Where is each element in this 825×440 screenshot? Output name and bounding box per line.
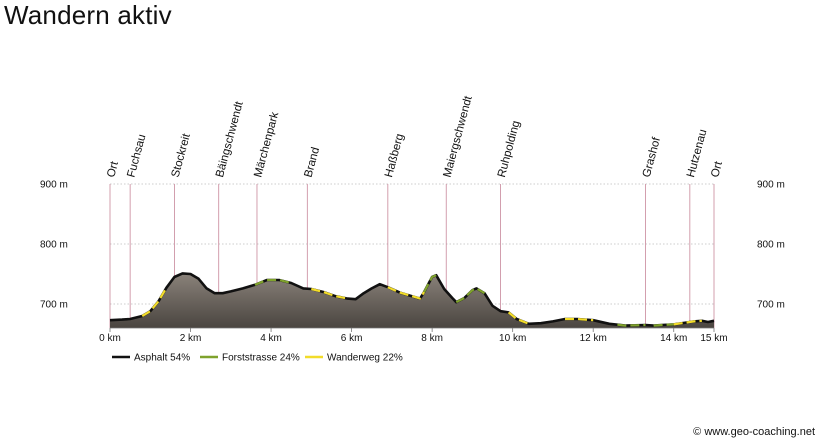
place-label: Märchenpark bbox=[252, 111, 281, 179]
x-axis: 0 km 2 km 4 km 6 km 8 km 10 km 12 km 14 km 15 km bbox=[99, 327, 728, 344]
place-label: Hutzenau bbox=[685, 128, 709, 179]
surface-segment bbox=[653, 323, 674, 327]
page-title: Wandern aktiv bbox=[4, 0, 172, 30]
y-tick-label-left: 900 m bbox=[40, 180, 68, 191]
x-tick-label: 15 km bbox=[700, 333, 727, 344]
x-tick-label: 6 km bbox=[341, 333, 363, 344]
place-label: Grashof bbox=[641, 135, 663, 178]
y-tick-label-left: 700 m bbox=[40, 300, 68, 311]
place-label: Haßberg bbox=[383, 132, 406, 178]
place-label: Stockreit bbox=[170, 132, 193, 179]
x-tick-label: 8 km bbox=[421, 333, 443, 344]
legend-label: Asphalt 54% bbox=[134, 353, 190, 364]
surface-segment bbox=[141, 287, 168, 317]
surface-segment bbox=[673, 319, 702, 326]
x-tick-label: 10 km bbox=[499, 333, 526, 344]
place-label: Ort bbox=[709, 159, 725, 178]
place-labels: Ort Fuchsau Stockreit Bäingschwendt Märchenp… bbox=[105, 94, 725, 179]
legend: Asphalt 54% Forststrasse 24% Wanderweg 22% bbox=[112, 353, 403, 364]
surface-segment bbox=[565, 317, 594, 322]
y-axis-left: 700 m 800 m 900 m bbox=[40, 180, 68, 311]
x-tick-label: 0 km bbox=[99, 333, 121, 344]
place-label: Fuchsau bbox=[125, 133, 148, 179]
place-label: Ruhpolding bbox=[496, 119, 523, 178]
x-tick-label: 2 km bbox=[180, 333, 202, 344]
x-tick-label: 14 km bbox=[660, 333, 687, 344]
surface-segment bbox=[311, 287, 348, 300]
x-tick-label: 4 km bbox=[260, 333, 282, 344]
surface-segment bbox=[617, 323, 646, 327]
y-axis-right: 700 m 800 m 900 m bbox=[757, 180, 785, 311]
y-tick-label-right: 900 m bbox=[757, 180, 785, 191]
y-tick-label-right: 800 m bbox=[757, 240, 785, 251]
surface-segment bbox=[423, 274, 437, 293]
legend-label: Forststrasse 24% bbox=[222, 353, 300, 364]
copyright-text: © www.geo-coaching.net bbox=[693, 426, 815, 438]
surface-segment bbox=[507, 311, 530, 325]
x-tick-label: 12 km bbox=[580, 333, 607, 344]
place-label: Ort bbox=[105, 159, 121, 178]
surface-segment bbox=[387, 286, 426, 300]
place-label: Maiergschwendt bbox=[442, 94, 475, 179]
place-label: Bäingschwendt bbox=[214, 100, 246, 179]
surface-segments bbox=[141, 274, 702, 327]
place-label: Brand bbox=[303, 146, 323, 179]
terrain-area bbox=[110, 273, 714, 328]
y-tick-label-left: 800 m bbox=[40, 240, 68, 251]
legend-label: Wanderweg 22% bbox=[327, 353, 403, 364]
place-markers bbox=[109, 184, 715, 328]
surface-segment bbox=[254, 278, 292, 286]
surface-segment bbox=[455, 287, 486, 304]
y-tick-label-right: 700 m bbox=[757, 300, 785, 311]
